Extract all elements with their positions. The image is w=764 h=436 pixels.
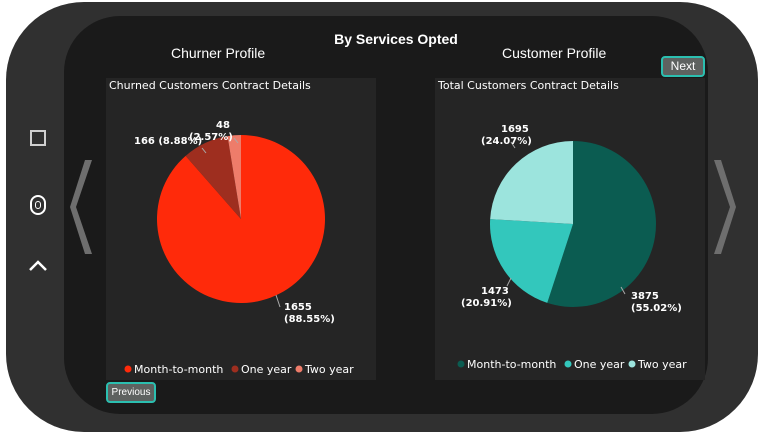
legend-swatch bbox=[628, 360, 636, 368]
page-title: By Services Opted bbox=[334, 31, 458, 47]
legend-item: One year bbox=[574, 358, 625, 371]
churner-profile-heading: Churner Profile bbox=[171, 45, 266, 61]
data-label: 166 (8.88%) bbox=[134, 136, 202, 147]
data-label: 1695 (24.07%) bbox=[481, 124, 532, 147]
legend-swatch bbox=[295, 365, 303, 373]
churned-chart-panel: Churned Customers Contract Details 1655(… bbox=[106, 78, 376, 380]
square-icon[interactable] bbox=[30, 130, 46, 146]
legend-swatch bbox=[457, 360, 465, 368]
legend-item: Month-to-month bbox=[467, 358, 556, 371]
data-label: 1655 (88.55%) bbox=[284, 302, 335, 325]
data-label: 1473 (20.91%) bbox=[461, 286, 512, 309]
pie-slice-month-to-month[interactable] bbox=[547, 141, 656, 307]
chevron-right-icon[interactable] bbox=[708, 160, 738, 254]
legend-item: Month-to-month bbox=[134, 363, 223, 376]
data-label: 48 (2.57%) bbox=[189, 120, 233, 143]
legend-item: Two year bbox=[637, 358, 687, 371]
customers-pie-chart: 3875 (55.02%) 1473 (20.91%) 1695 (24.07%) M… bbox=[457, 124, 687, 371]
next-button[interactable]: Next bbox=[661, 56, 705, 77]
churned-chart-title: Churned Customers Contract Details bbox=[109, 79, 311, 92]
pie-slice-one-year[interactable] bbox=[490, 219, 573, 303]
pie-slice-two-year[interactable] bbox=[227, 135, 241, 219]
customer-profile-heading: Customer Profile bbox=[502, 45, 607, 61]
previous-button[interactable]: Previous bbox=[106, 382, 156, 403]
chevron-up-icon[interactable] bbox=[28, 258, 48, 272]
legend-swatch bbox=[564, 360, 572, 368]
pie-slice-two-year[interactable] bbox=[490, 141, 573, 224]
legend-item: Two year bbox=[304, 363, 354, 376]
pie-slice-month-to-month[interactable] bbox=[157, 135, 326, 303]
legend-swatch bbox=[124, 365, 132, 373]
customers-chart-panel: Total Customers Contract Details 3875 (55… bbox=[435, 78, 705, 380]
data-label: 3875 (55.02%) bbox=[631, 291, 682, 314]
pie-slice-one-year[interactable] bbox=[185, 136, 241, 219]
legend-item: One year bbox=[241, 363, 292, 376]
home-icon[interactable] bbox=[30, 195, 46, 215]
legend-swatch bbox=[231, 365, 239, 373]
churned-pie-chart: 1655 (88.55%) 166 (8.88%) 48 (2.57%) Month… bbox=[124, 120, 354, 376]
customers-chart-title: Total Customers Contract Details bbox=[438, 79, 619, 92]
chevron-left-icon[interactable] bbox=[68, 160, 98, 254]
